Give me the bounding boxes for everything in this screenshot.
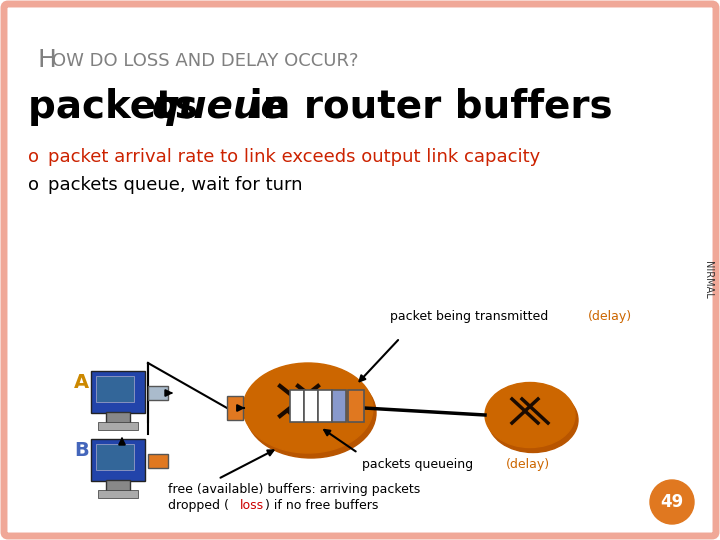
FancyBboxPatch shape xyxy=(96,444,134,470)
FancyBboxPatch shape xyxy=(91,439,145,481)
Text: loss: loss xyxy=(240,499,264,512)
Bar xyxy=(304,390,318,422)
Ellipse shape xyxy=(246,368,376,458)
Text: packets queueing: packets queueing xyxy=(362,458,477,471)
Ellipse shape xyxy=(485,382,575,448)
Text: o: o xyxy=(28,148,39,166)
Ellipse shape xyxy=(488,388,578,453)
Text: packets queue, wait for turn: packets queue, wait for turn xyxy=(48,176,302,194)
Bar xyxy=(148,454,168,468)
Bar xyxy=(348,390,364,422)
FancyBboxPatch shape xyxy=(96,376,134,402)
Text: (delay): (delay) xyxy=(588,310,632,323)
Text: NIRMAL: NIRMAL xyxy=(703,261,713,299)
Text: B: B xyxy=(74,441,89,460)
Ellipse shape xyxy=(243,363,373,453)
Text: packet being transmitted: packet being transmitted xyxy=(390,310,552,323)
Text: queue: queue xyxy=(152,88,288,126)
Text: free (available) buffers: arriving packets: free (available) buffers: arriving packe… xyxy=(168,483,420,496)
Circle shape xyxy=(650,480,694,524)
Text: OW DO LOSS AND DELAY OCCUR?: OW DO LOSS AND DELAY OCCUR? xyxy=(52,52,359,70)
Text: packet arrival rate to link exceeds output link capacity: packet arrival rate to link exceeds outp… xyxy=(48,148,540,166)
Bar xyxy=(227,396,243,420)
Bar xyxy=(98,490,138,498)
Bar xyxy=(318,390,332,422)
Bar xyxy=(332,390,346,422)
Bar xyxy=(98,422,138,430)
Text: H: H xyxy=(38,48,57,72)
FancyBboxPatch shape xyxy=(91,371,145,413)
Text: o: o xyxy=(28,176,39,194)
Text: (delay): (delay) xyxy=(506,458,550,471)
Text: dropped (: dropped ( xyxy=(168,499,229,512)
Bar xyxy=(148,386,168,400)
Bar xyxy=(106,412,130,424)
Bar xyxy=(290,390,304,422)
Text: in router buffers: in router buffers xyxy=(236,88,613,126)
Text: A: A xyxy=(74,373,89,392)
Text: ) if no free buffers: ) if no free buffers xyxy=(265,499,379,512)
Text: 49: 49 xyxy=(660,493,683,511)
Bar xyxy=(106,480,130,492)
Text: packets: packets xyxy=(28,88,211,126)
